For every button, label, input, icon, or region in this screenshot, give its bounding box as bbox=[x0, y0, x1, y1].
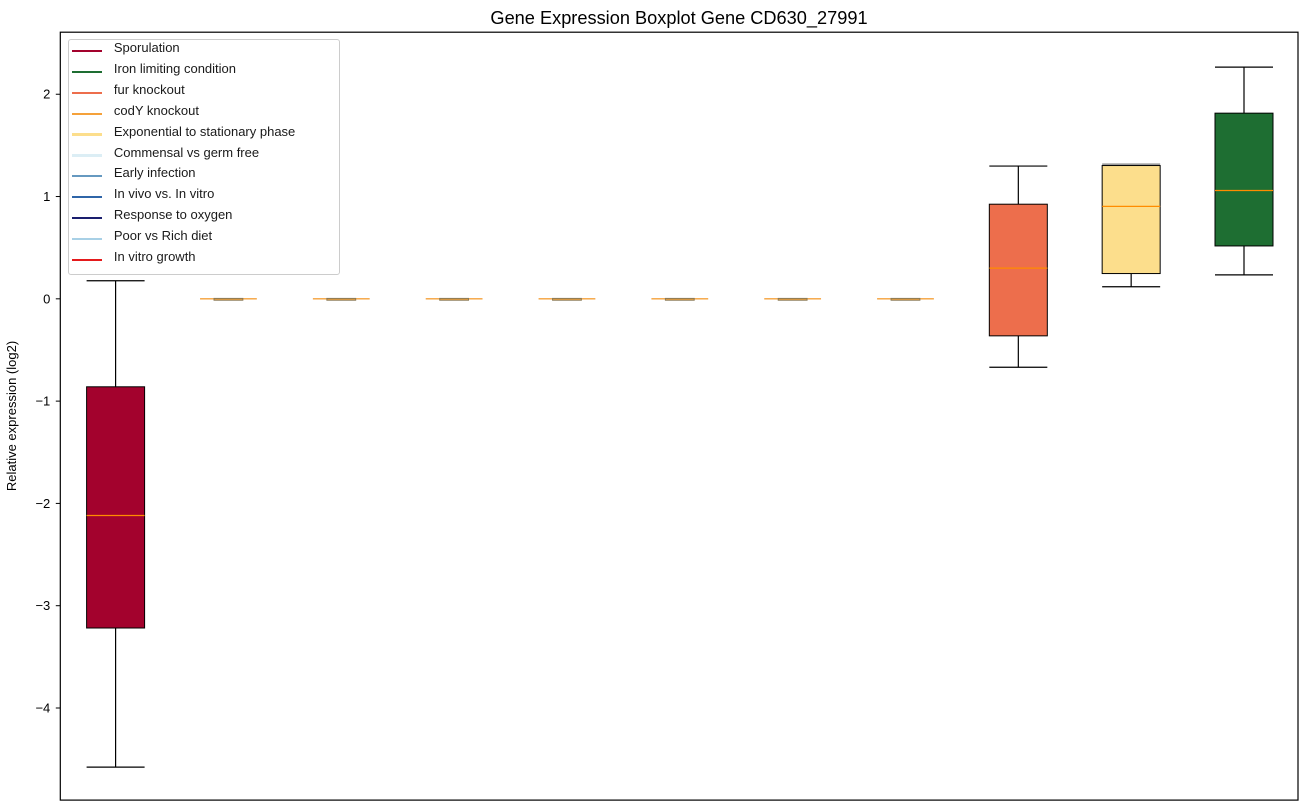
svg-text:−4: −4 bbox=[35, 700, 50, 715]
svg-text:Relative expression (log2): Relative expression (log2) bbox=[4, 341, 19, 491]
svg-text:−3: −3 bbox=[35, 598, 50, 613]
svg-text:−1: −1 bbox=[35, 394, 50, 409]
svg-text:0: 0 bbox=[43, 291, 50, 306]
svg-text:1: 1 bbox=[43, 189, 50, 204]
svg-text:2: 2 bbox=[43, 87, 50, 102]
svg-text:−2: −2 bbox=[35, 496, 50, 511]
